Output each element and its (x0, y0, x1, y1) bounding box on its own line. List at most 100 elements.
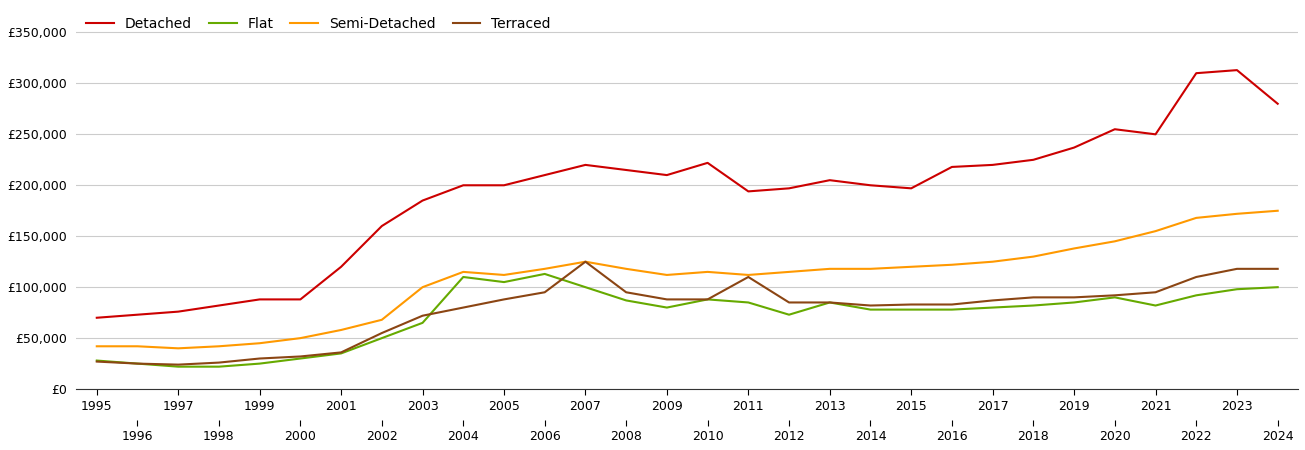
Detached (822, 177, 838, 183)
Detached (863, 183, 878, 188)
Detached (1189, 71, 1205, 76)
Flat (985, 305, 1001, 310)
Detached (496, 183, 512, 188)
Flat (1189, 292, 1205, 298)
Terraced (171, 362, 187, 367)
Flat (171, 364, 187, 369)
Semi-Detached (863, 266, 878, 271)
Flat (578, 284, 594, 290)
Terraced (619, 289, 634, 295)
Semi-Detached (578, 259, 594, 265)
Flat (822, 300, 838, 305)
Flat (415, 320, 431, 325)
Line: Flat: Flat (97, 274, 1278, 367)
Terraced (863, 303, 878, 308)
Terraced (740, 274, 756, 280)
Detached (211, 303, 227, 308)
Legend: Detached, Flat, Semi-Detached, Terraced: Detached, Flat, Semi-Detached, Terraced (81, 11, 556, 36)
Flat (129, 361, 145, 366)
Terraced (578, 259, 594, 265)
Detached (985, 162, 1001, 167)
Terraced (1026, 295, 1041, 300)
Terraced (415, 313, 431, 319)
Flat (496, 279, 512, 285)
Semi-Detached (333, 327, 348, 333)
Semi-Detached (1229, 211, 1245, 216)
Terraced (822, 300, 838, 305)
Terraced (699, 297, 715, 302)
Detached (536, 172, 552, 178)
Terraced (1189, 274, 1205, 280)
Detached (1026, 157, 1041, 162)
Terraced (1066, 295, 1082, 300)
Detached (129, 312, 145, 317)
Flat (944, 307, 959, 312)
Detached (375, 223, 390, 229)
Semi-Detached (1026, 254, 1041, 259)
Terraced (375, 330, 390, 336)
Flat (536, 271, 552, 277)
Semi-Detached (252, 341, 268, 346)
Detached (171, 309, 187, 315)
Line: Terraced: Terraced (97, 262, 1278, 364)
Terraced (944, 302, 959, 307)
Flat (1026, 303, 1041, 308)
Flat (455, 274, 471, 280)
Flat (333, 351, 348, 356)
Detached (740, 189, 756, 194)
Detached (292, 297, 308, 302)
Flat (699, 297, 715, 302)
Semi-Detached (129, 344, 145, 349)
Terraced (1147, 289, 1163, 295)
Flat (252, 361, 268, 366)
Flat (89, 358, 104, 363)
Detached (578, 162, 594, 167)
Semi-Detached (1270, 208, 1285, 213)
Terraced (252, 356, 268, 361)
Semi-Detached (699, 269, 715, 274)
Flat (1147, 303, 1163, 308)
Terraced (536, 289, 552, 295)
Semi-Detached (415, 284, 431, 290)
Terraced (985, 298, 1001, 303)
Terraced (782, 300, 797, 305)
Terraced (1270, 266, 1285, 271)
Semi-Detached (496, 272, 512, 278)
Line: Detached: Detached (97, 70, 1278, 318)
Terraced (333, 350, 348, 355)
Semi-Detached (659, 272, 675, 278)
Semi-Detached (782, 269, 797, 274)
Flat (659, 305, 675, 310)
Line: Semi-Detached: Semi-Detached (97, 211, 1278, 348)
Semi-Detached (1066, 246, 1082, 251)
Semi-Detached (740, 272, 756, 278)
Semi-Detached (619, 266, 634, 271)
Detached (619, 167, 634, 173)
Detached (903, 186, 919, 191)
Flat (903, 307, 919, 312)
Semi-Detached (89, 344, 104, 349)
Detached (415, 198, 431, 203)
Terraced (1107, 292, 1122, 298)
Semi-Detached (292, 335, 308, 341)
Semi-Detached (375, 317, 390, 323)
Flat (740, 300, 756, 305)
Detached (782, 186, 797, 191)
Detached (659, 172, 675, 178)
Detached (252, 297, 268, 302)
Detached (1229, 68, 1245, 73)
Terraced (455, 305, 471, 310)
Terraced (903, 302, 919, 307)
Flat (1107, 295, 1122, 300)
Semi-Detached (1189, 215, 1205, 220)
Terraced (129, 361, 145, 366)
Flat (211, 364, 227, 369)
Flat (1066, 300, 1082, 305)
Detached (455, 183, 471, 188)
Semi-Detached (903, 264, 919, 270)
Flat (292, 356, 308, 361)
Detached (1270, 101, 1285, 107)
Detached (1107, 126, 1122, 132)
Semi-Detached (1107, 238, 1122, 244)
Terraced (659, 297, 675, 302)
